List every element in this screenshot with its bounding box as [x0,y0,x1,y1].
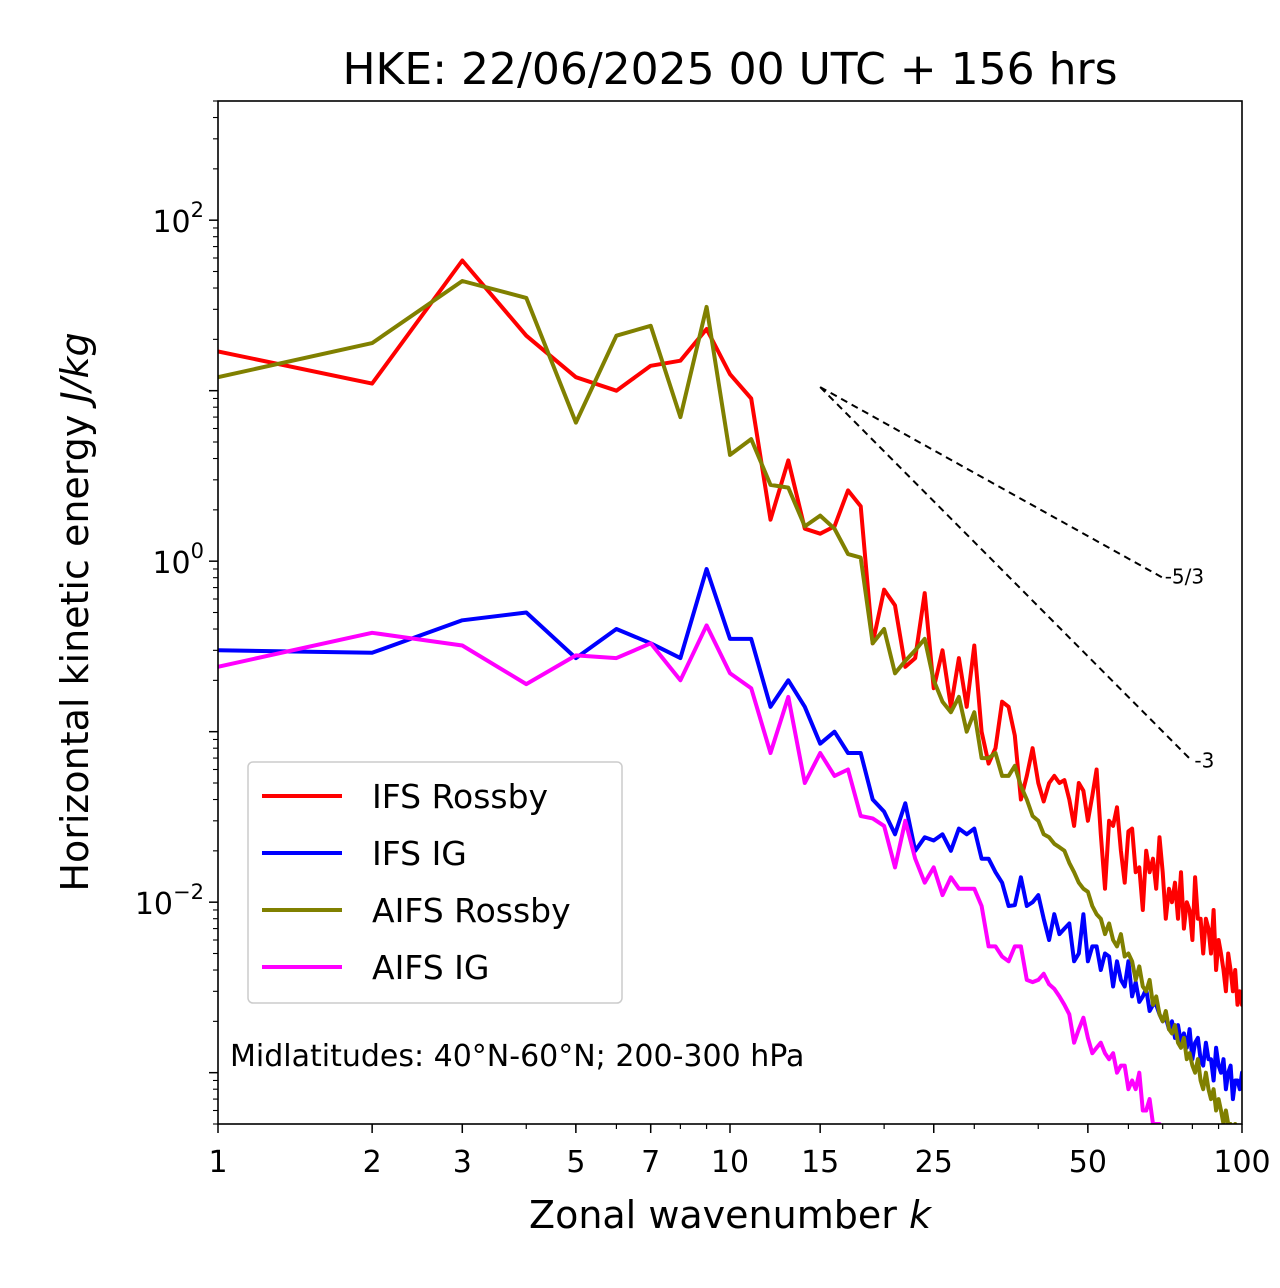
series-line-ifs-rossby [218,258,1242,1007]
x-axis-title: Zonal wavenumber k [529,1193,933,1237]
x-axis-title-text: Zonal wavenumber [529,1193,897,1237]
legend-label-ifs-rossby: IFS Rossby [372,777,548,816]
x-tick-label: 7 [641,1145,660,1180]
chart-title: HKE: 22/06/2025 00 UTC + 156 hrs [342,44,1117,95]
y-axis-unit: J/kg [53,332,97,409]
plot-frame [217,100,1243,1125]
y-axis-title-text: Horizontal kinetic energy [53,415,97,892]
reference-lines: -5/3 -3 [819,386,1214,772]
x-tick-label: 1 [208,1145,227,1180]
svg-text:Horizontal kinetic energy J/kg: Horizontal kinetic energy J/kg [53,332,97,891]
x-tick-label: 2 [363,1145,382,1180]
legend-box [247,761,623,1004]
series-line-aifs-rossby [218,279,1238,1124]
x-tick-label: 5 [566,1145,585,1180]
legend-label-ifs-ig: IFS IG [372,834,467,873]
series-line-aifs-ig [218,623,1162,1124]
x-tick-label: 25 [915,1145,953,1180]
x-tick-label: 15 [801,1145,839,1180]
x-axis-ticks: 1 2 3 5 7 10 15 25 50 100 [208,1124,1271,1180]
y-tick-label: 102 [152,198,204,240]
y-tick-label: 100 [152,539,204,581]
legend: IFS Rossby IFS IG AIFS Rossby AIFS IG [247,761,623,1004]
x-tick-label: 50 [1069,1145,1107,1180]
reference-line-2 [819,386,1194,763]
legend-label-aifs-rossby: AIFS Rossby [372,891,571,930]
reference-label-1: -5/3 [1165,565,1204,589]
x-tick-label: 100 [1213,1145,1270,1180]
x-tick-label: 10 [711,1145,749,1180]
x-axis-variable: k [909,1193,933,1237]
series-layer [218,258,1242,1124]
region-annotation: Midlatitudes: 40°N-60°N; 200-300 hPa [230,1039,804,1074]
x-tick-label: 3 [453,1145,472,1180]
reference-label-2: -3 [1194,748,1214,772]
y-tick-label: 10−2 [135,880,204,922]
legend-label-aifs-ig: AIFS IG [372,948,489,987]
legend-items: IFS Rossby IFS IG AIFS Rossby AIFS IG [262,777,571,987]
y-axis-ticks: 102 100 10−2 [135,100,218,1125]
reference-line-1 [819,386,1164,579]
y-axis-title: Horizontal kinetic energy J/kg [53,332,97,891]
series-line-ifs-ig [218,567,1242,1102]
